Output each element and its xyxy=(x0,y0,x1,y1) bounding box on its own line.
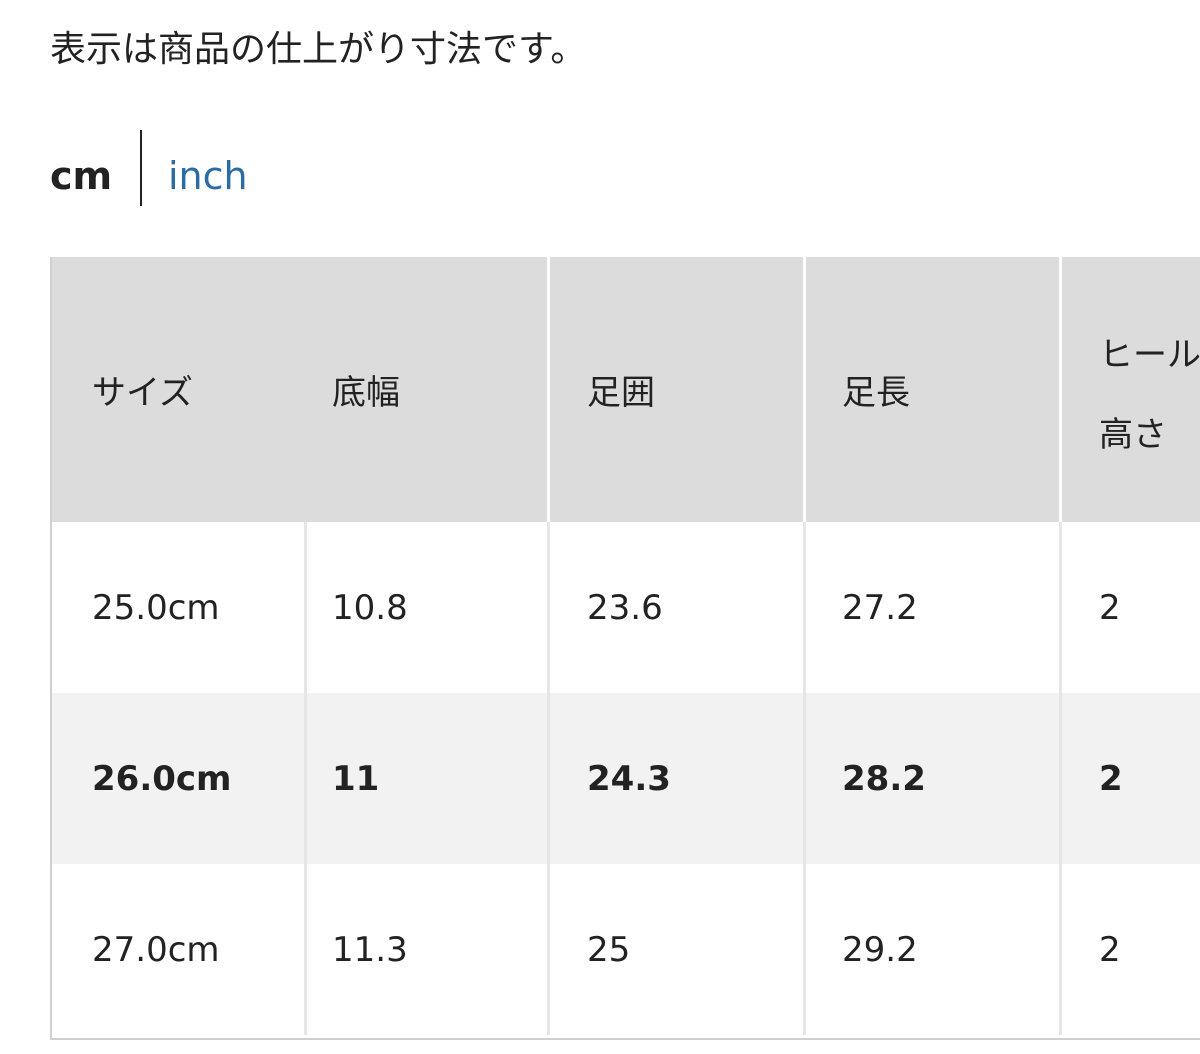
table-cell: 10.8 xyxy=(332,588,408,628)
table-cell: 27.2 xyxy=(842,588,918,628)
table-cell: 25.0cm xyxy=(92,588,220,628)
column-divider xyxy=(1059,522,1062,693)
table-row: 25.0cm 10.8 23.6 27.2 2 xyxy=(52,522,1200,693)
column-divider xyxy=(304,693,307,864)
header-row: サイズ 底幅 足囲 足長 ヒール高さ xyxy=(52,257,1200,522)
table-cell: 26.0cm xyxy=(92,759,232,799)
table-cell: 23.6 xyxy=(587,588,663,628)
column-divider xyxy=(1059,864,1062,1035)
table-cell: 11 xyxy=(332,759,380,799)
table-cell: 29.2 xyxy=(842,930,918,970)
column-divider xyxy=(803,257,806,522)
table-cell: 25 xyxy=(587,930,631,970)
column-divider xyxy=(1059,257,1062,522)
note: 表示は商品の仕上がり寸法です。 xyxy=(50,29,587,70)
header-cell: ヒール高さ xyxy=(1099,335,1200,455)
header-cell: 足囲 xyxy=(587,373,655,413)
header-cell: 底幅 xyxy=(332,373,400,413)
column-divider xyxy=(304,864,307,1035)
table-cell: 2 xyxy=(1099,588,1121,628)
size-table: サイズ 底幅 足囲 足長 ヒール高さ 25.0cm 10.8 23.6 27.2 2 26.0cm 1… xyxy=(50,257,1200,1040)
table-cell: 27.0cm xyxy=(92,930,220,970)
unit-separator xyxy=(140,130,142,206)
table-row: 26.0cm 11 24.3 28.2 2 xyxy=(52,693,1200,864)
table-cell: 2 xyxy=(1099,759,1123,799)
table-cell: 11.3 xyxy=(332,930,408,970)
table-cell: 28.2 xyxy=(842,759,926,799)
column-divider xyxy=(547,693,550,864)
column-divider xyxy=(547,522,550,693)
header-cell: 足長 xyxy=(842,373,910,413)
unit-cm[interactable]: cm xyxy=(50,154,113,198)
column-divider xyxy=(803,864,806,1035)
column-divider xyxy=(547,257,550,522)
table-row: 27.0cm 11.3 25 29.2 2 xyxy=(52,864,1200,1035)
column-divider xyxy=(304,522,307,693)
column-divider xyxy=(1059,693,1062,864)
table-cell: 24.3 xyxy=(587,759,671,799)
column-divider xyxy=(803,522,806,693)
unit-inch[interactable]: inch xyxy=(168,154,248,198)
table-cell: 2 xyxy=(1099,930,1121,970)
column-divider xyxy=(803,693,806,864)
header-cell: サイズ xyxy=(92,373,193,413)
column-divider xyxy=(547,864,550,1035)
